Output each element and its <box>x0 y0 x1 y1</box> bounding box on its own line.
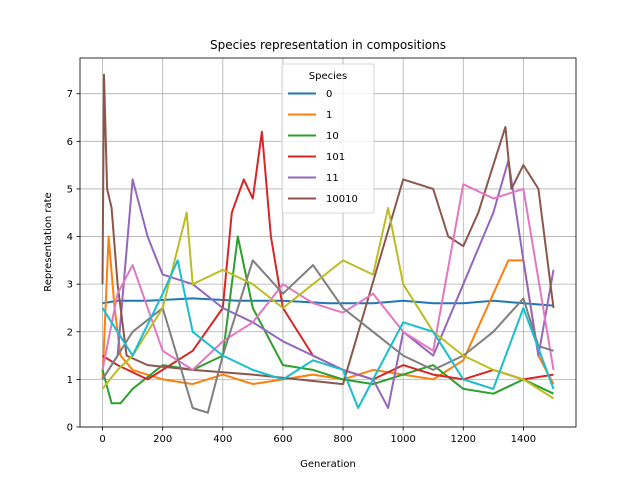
legend-label: 1 <box>326 110 332 121</box>
legend-label: 11 <box>326 173 339 184</box>
legend-label: 0 <box>326 89 332 100</box>
y-tick-label: 3 <box>67 280 73 291</box>
x-tick-label: 1000 <box>390 434 415 445</box>
y-tick-label: 7 <box>67 89 73 100</box>
legend-label: 10 <box>326 131 339 142</box>
legend: Species 0 1 10 101 11 10010 <box>281 63 375 214</box>
y-axis-label: Representation rate <box>43 192 54 291</box>
legend-label: 10010 <box>326 194 358 205</box>
series-line-8 <box>101 207 555 400</box>
y-tick-label: 4 <box>67 232 73 243</box>
y-tick-label: 6 <box>67 137 73 148</box>
series-line-1 <box>101 235 555 386</box>
series-line-0 <box>102 297 554 307</box>
legend-label: 101 <box>326 152 345 163</box>
x-tick-label: 1200 <box>451 434 476 445</box>
series-line-5 <box>101 73 555 386</box>
y-tick-label: 0 <box>67 423 73 434</box>
x-tick-label: 800 <box>333 434 352 445</box>
x-tick-label: 200 <box>153 434 172 445</box>
chart-title: Species representation in compositions <box>210 38 446 52</box>
x-tick-label: 0 <box>99 434 105 445</box>
x-axis-ticks: 0 200 400 600 800 1000 1200 1400 <box>99 427 536 445</box>
y-tick-label: 5 <box>67 184 73 195</box>
series-lines <box>101 73 555 414</box>
x-tick-label: 600 <box>273 434 292 445</box>
series-line-3 <box>101 130 554 381</box>
legend-box <box>281 63 375 214</box>
series-line-2 <box>101 235 554 405</box>
x-axis-label: Generation <box>300 459 356 470</box>
y-axis-ticks: 0 1 2 3 4 5 6 7 <box>67 89 80 434</box>
y-tick-label: 2 <box>67 327 73 338</box>
plot-frame <box>79 57 577 428</box>
x-tick-label: 400 <box>213 434 232 445</box>
legend-title: Species <box>309 71 348 82</box>
x-tick-label: 1400 <box>511 434 536 445</box>
series-line-9 <box>101 259 555 409</box>
y-tick-label: 1 <box>67 375 73 386</box>
legend-items: 0 1 10 101 11 10010 <box>288 89 358 205</box>
